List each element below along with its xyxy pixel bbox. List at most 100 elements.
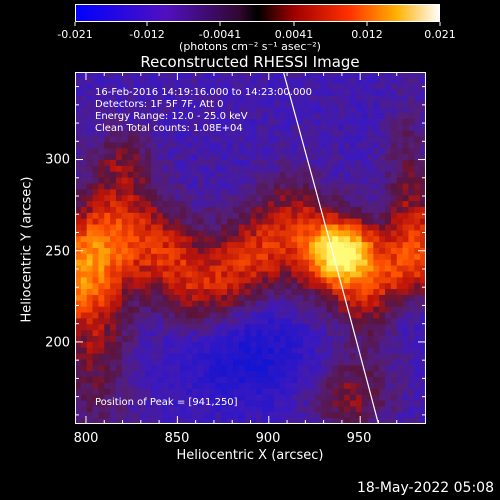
heatmap-cell (279, 154, 286, 161)
heatmap-cell (373, 189, 380, 196)
heatmap-cell (215, 412, 222, 419)
heatmap-cell (180, 418, 187, 424)
heatmap-cell (349, 265, 357, 272)
heatmap-cell (104, 101, 111, 108)
heatmap-cell (121, 230, 129, 237)
heatmap-cell (402, 124, 409, 132)
heatmap-cell (197, 118, 205, 126)
heatmap-cell (420, 171, 426, 178)
heatmap-cell (256, 412, 263, 419)
heatmap-cell (344, 118, 351, 126)
heatmap-cell (151, 283, 158, 290)
heatmap-cell (121, 330, 129, 337)
heatmap-cell (414, 142, 421, 149)
heatmap-cell (385, 312, 392, 319)
heatmap-cell (367, 371, 374, 378)
heatmap-cell (320, 271, 327, 278)
heatmap-cell (174, 236, 181, 243)
heatmap-cell (268, 394, 275, 401)
heatmap-cell (373, 377, 380, 384)
heatmap-cell (151, 406, 158, 413)
heatmap-cell (232, 124, 240, 132)
heatmap-cell (203, 171, 210, 178)
heatmap-cell (145, 300, 152, 308)
heatmap-cell (268, 330, 275, 337)
heatmap-cell (361, 165, 368, 173)
heatmap-cell (291, 118, 298, 126)
heatmap-cell (156, 130, 164, 137)
heatmap-cell (115, 382, 123, 390)
heatmap-cell (361, 107, 368, 114)
heatmap-cell (396, 277, 403, 284)
heatmap-cell (390, 189, 398, 196)
heatmap-cell (297, 171, 304, 178)
heatmap-cell (192, 347, 199, 354)
heatmap-cell (186, 224, 193, 231)
heatmap-cell (238, 382, 246, 390)
colorbar-tick-label: -0.0041 (198, 28, 242, 41)
heatmap-cell (396, 377, 403, 384)
heatmap-cell (227, 353, 234, 360)
heatmap-cell (209, 294, 216, 302)
heatmap-cell (174, 324, 181, 331)
heatmap-cell (320, 341, 327, 349)
heatmap-cell (250, 324, 257, 331)
heatmap-cell (273, 377, 281, 384)
heatmap-cell (344, 418, 351, 424)
heatmap-cell (180, 183, 187, 190)
heatmap-cell (402, 189, 409, 196)
heatmap-cell (338, 382, 345, 390)
heatmap-cell (244, 154, 251, 161)
heatmap-cell (215, 130, 222, 137)
heatmap-cell (115, 77, 123, 85)
heatmap-cell (291, 365, 298, 372)
heatmap-cell (86, 206, 93, 214)
heatmap-cell (326, 183, 333, 190)
heatmap-cell (344, 353, 351, 360)
heatmap-cell (244, 382, 251, 390)
heatmap-cell (285, 253, 292, 261)
heatmap-cell (80, 206, 88, 214)
heatmap-cell (139, 83, 146, 90)
heatmap-cell (349, 177, 357, 184)
heatmap-cell (215, 347, 222, 354)
heatmap-cell (215, 365, 222, 372)
heatmap-cell (256, 95, 263, 102)
heatmap-cell (162, 189, 169, 196)
heatmap-cell (420, 142, 426, 149)
heatmap-cell (402, 230, 409, 237)
heatmap-cell (80, 107, 88, 114)
heatmap-cell (232, 418, 240, 424)
heatmap-cell (104, 294, 111, 302)
heatmap-cell (344, 259, 351, 266)
heatmap-cell (408, 165, 415, 173)
heatmap-cell (192, 330, 199, 337)
heatmap-cell (75, 353, 82, 360)
heatmap-cell (75, 113, 82, 120)
heatmap-cell (279, 359, 286, 366)
heatmap-cell (133, 189, 140, 196)
heatmap-cell (197, 248, 205, 255)
heatmap-cell (192, 382, 199, 390)
heatmap-cell (367, 359, 374, 366)
heatmap-cell (121, 171, 129, 178)
heatmap-cell (268, 300, 275, 308)
heatmap-cell (121, 312, 129, 319)
heatmap-cell (244, 412, 251, 419)
heatmap-cell (373, 248, 380, 255)
heatmap-cell (250, 142, 257, 149)
heatmap-cell (291, 206, 298, 214)
heatmap-cell (98, 113, 105, 120)
heatmap-cell (174, 113, 181, 120)
heatmap-cell (197, 154, 205, 161)
heatmap-cell (326, 306, 333, 313)
heatmap-cell (309, 89, 316, 96)
heatmap-cell (127, 353, 134, 360)
heatmap-cell (402, 154, 409, 161)
heatmap-cell (227, 242, 234, 249)
heatmap-cell (332, 77, 339, 85)
heatmap-cell (127, 259, 134, 266)
heatmap-cell (121, 365, 129, 372)
heatmap-cell (168, 300, 175, 308)
heatmap-cell (320, 312, 327, 319)
